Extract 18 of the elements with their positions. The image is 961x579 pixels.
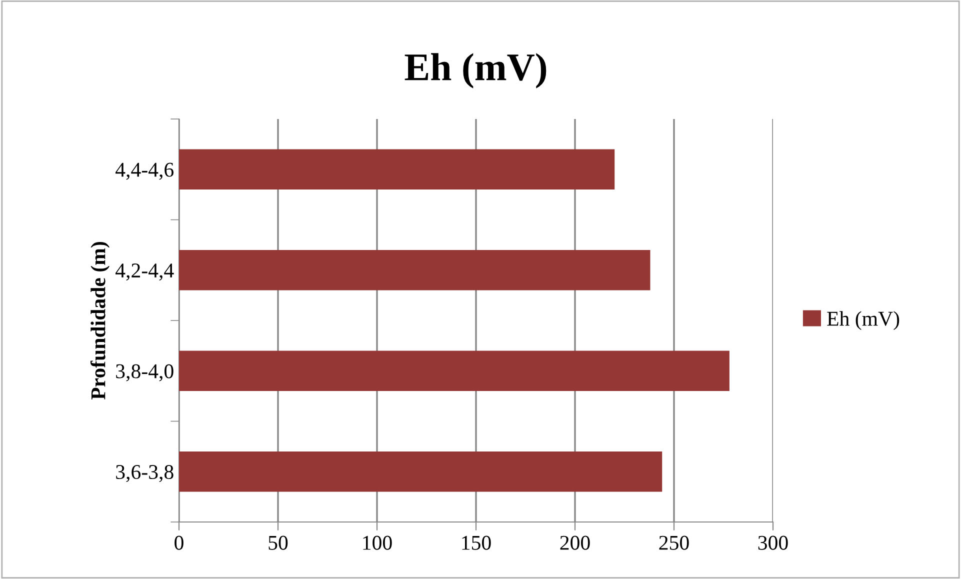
- legend-label: Eh (mV): [827, 311, 900, 330]
- bar: [179, 149, 615, 190]
- x-tick-label: 200: [560, 536, 590, 550]
- y-tick-label: 3,8-4,0: [116, 364, 174, 382]
- bar: [179, 250, 650, 290]
- x-tick-label: 300: [758, 536, 788, 550]
- x-tick-label: 100: [363, 536, 392, 550]
- y-tick-label: 4,4-4,6: [116, 162, 174, 180]
- bar: [179, 350, 730, 392]
- x-tick-label: 0: [174, 536, 184, 550]
- y-tick-label: 4,2-4,4: [116, 264, 174, 281]
- x-tick-label: 250: [659, 536, 689, 550]
- x-tick-label: 50: [268, 536, 288, 550]
- bar: [179, 451, 662, 492]
- y-axis-title: Profundidade (m): [90, 242, 110, 400]
- y-tick-label: 3,6-3,8: [116, 465, 174, 482]
- chart-title: Eh (mV): [404, 53, 546, 88]
- x-tick-label: 150: [462, 536, 491, 550]
